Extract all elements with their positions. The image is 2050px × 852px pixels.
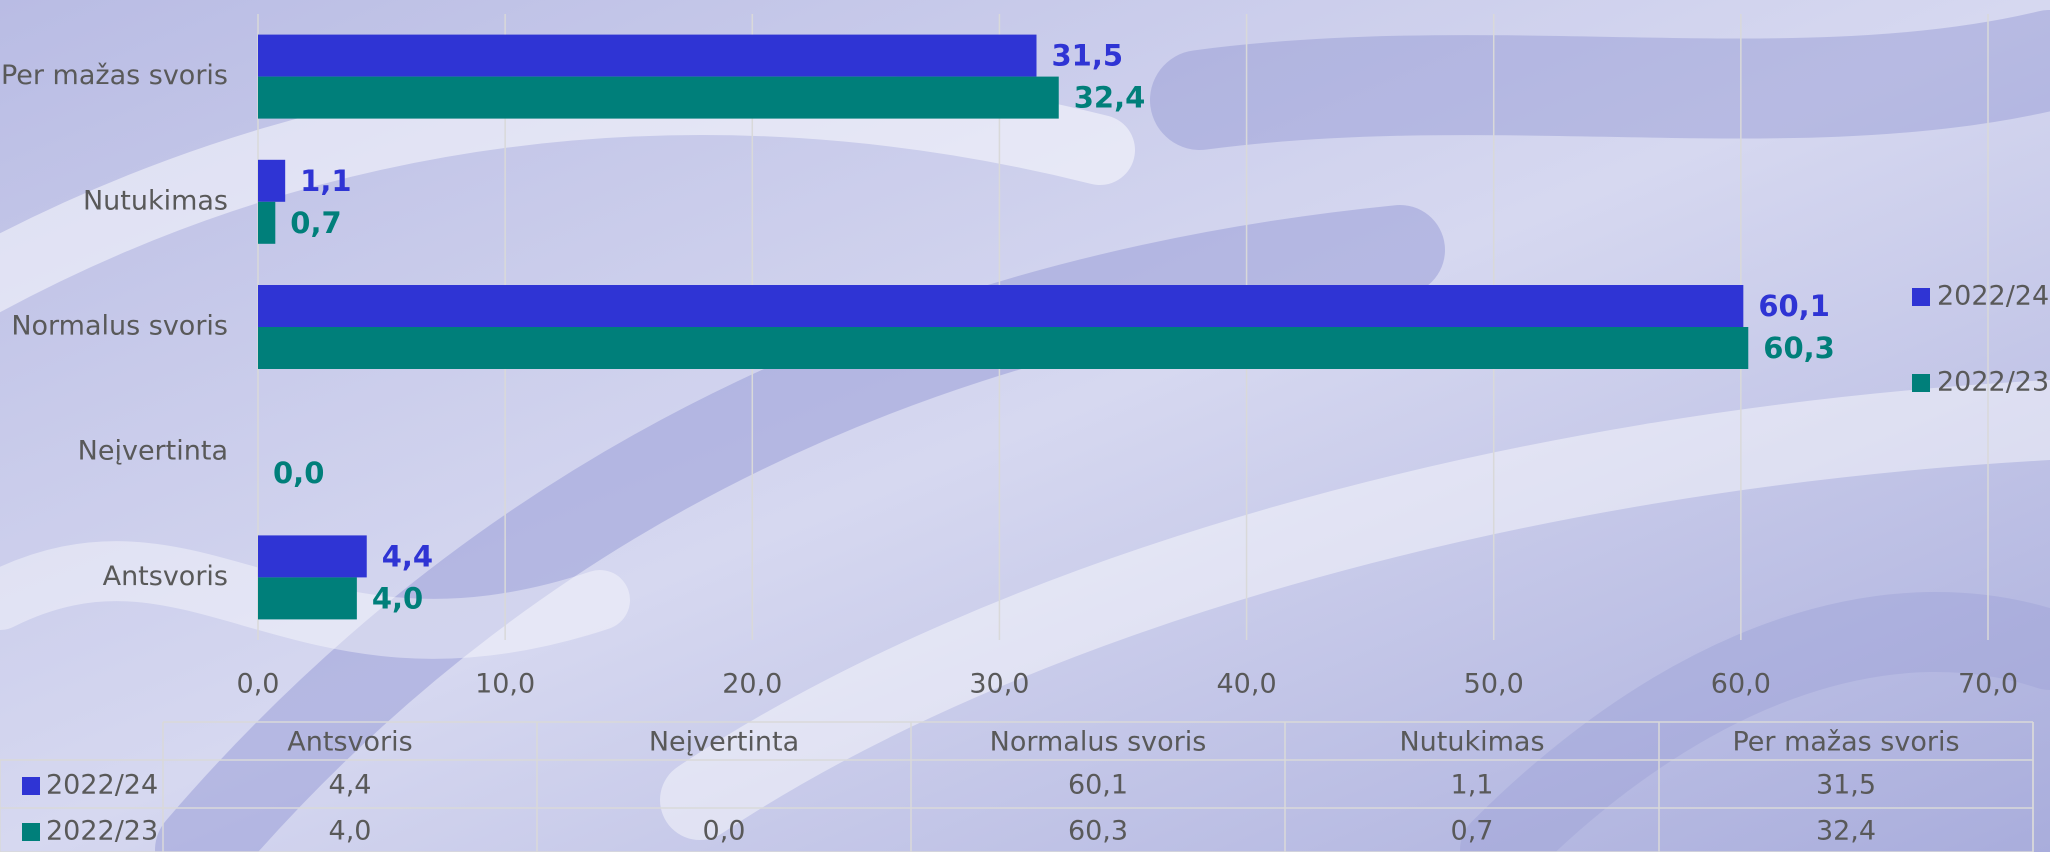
table-cell: 60,1 — [1068, 770, 1128, 801]
value-label: 4,0 — [372, 581, 423, 615]
y-tick-label: Neįvertinta — [78, 436, 228, 467]
bar — [258, 577, 357, 619]
value-label: 4,4 — [382, 539, 433, 573]
legend-swatch — [1912, 288, 1930, 306]
table-cell: 0,7 — [1451, 816, 1494, 847]
x-tick-label: 30,0 — [969, 669, 1029, 700]
y-tick-label: Normalus svoris — [11, 311, 228, 342]
table-cell: 0,0 — [703, 816, 746, 847]
x-tick-label: 10,0 — [475, 669, 535, 700]
x-tick-label: 60,0 — [1711, 669, 1771, 700]
bar — [258, 160, 285, 202]
table-cell: 1,1 — [1451, 770, 1494, 801]
bar — [258, 77, 1059, 119]
x-tick-label: 40,0 — [1217, 669, 1277, 700]
table-legend-swatch — [22, 823, 40, 841]
legend-swatch — [1912, 374, 1930, 392]
table-cell: 4,0 — [329, 816, 372, 847]
value-label: 31,5 — [1052, 39, 1124, 73]
legend-label: 2022/23 — [1937, 367, 2049, 398]
value-label: 0,7 — [290, 206, 341, 240]
table-row-label: 2022/23 — [46, 816, 158, 847]
bar — [258, 535, 367, 577]
x-tick-label: 50,0 — [1464, 669, 1524, 700]
y-tick-label: Per mažas svoris — [1, 60, 228, 91]
value-label: 0,0 — [273, 456, 324, 490]
bar — [258, 35, 1037, 77]
bar — [258, 327, 1748, 369]
table-cell: 31,5 — [1816, 770, 1876, 801]
table-header: Neįvertinta — [649, 727, 799, 758]
x-tick-label: 20,0 — [722, 669, 782, 700]
y-tick-label: Antsvoris — [103, 561, 228, 592]
y-tick-label: Nutukimas — [83, 185, 228, 216]
table-header: Per mažas svoris — [1732, 727, 1959, 758]
table-cell: 32,4 — [1816, 816, 1876, 847]
value-label: 32,4 — [1074, 81, 1146, 115]
table-cell: 4,4 — [329, 770, 372, 801]
bar — [258, 202, 275, 244]
x-tick-label: 0,0 — [237, 669, 280, 700]
x-tick-label: 70,0 — [1958, 669, 2018, 700]
table-legend-swatch — [22, 777, 40, 795]
chart: 0,0 10,0 20,0 30,0 40,0 50,0 60,0 70,0 Antsvoris… — [0, 0, 2050, 852]
value-label: 60,1 — [1758, 289, 1830, 323]
value-label: 1,1 — [300, 164, 351, 198]
table-header: Nutukimas — [1399, 727, 1544, 758]
table-cell: 60,3 — [1068, 816, 1128, 847]
bar — [258, 285, 1743, 327]
table-header: Normalus svoris — [990, 727, 1207, 758]
value-label: 60,3 — [1763, 331, 1835, 365]
table-row-label: 2022/24 — [46, 770, 158, 801]
legend-label: 2022/24 — [1937, 281, 2049, 312]
table-header: Antsvoris — [287, 727, 412, 758]
